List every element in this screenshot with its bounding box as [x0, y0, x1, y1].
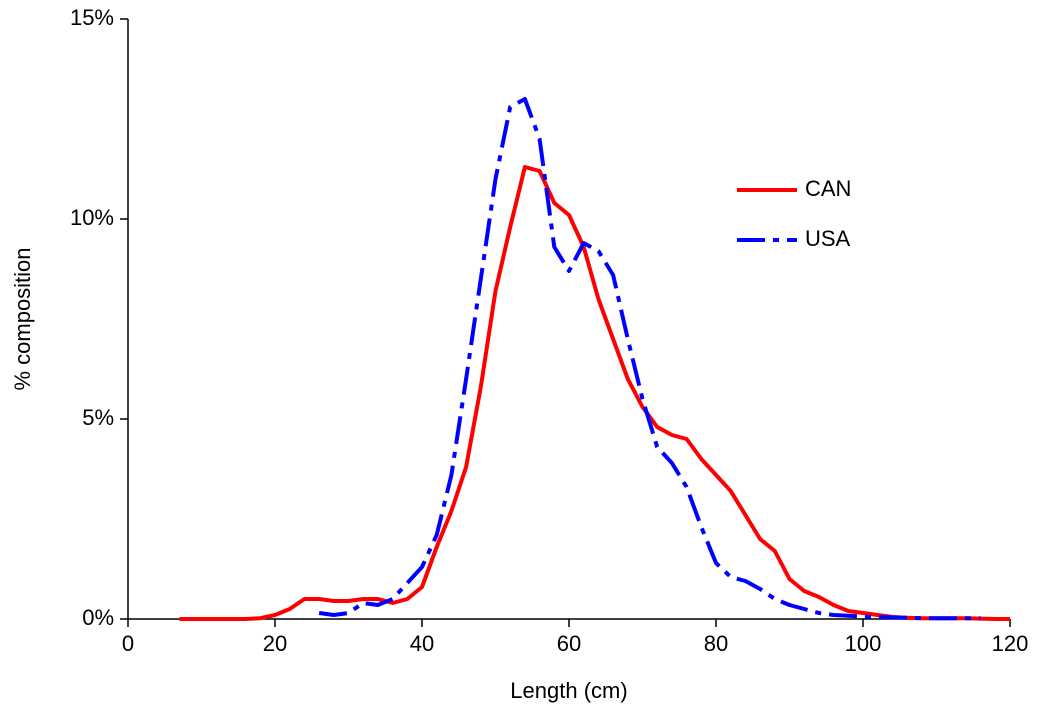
y-tick-label: 10% [70, 205, 114, 230]
x-tick-label: 80 [704, 631, 728, 656]
y-tick-label: 5% [82, 405, 114, 430]
x-axis-label: Length (cm) [510, 678, 627, 703]
series-line [179, 165, 1010, 621]
legend-label: USA [805, 226, 851, 251]
y-tick-label: 15% [70, 5, 114, 30]
y-tick-label: 0% [82, 605, 114, 630]
x-tick-label: 120 [992, 631, 1029, 656]
x-tick-label: 0 [122, 631, 134, 656]
x-tick-label: 60 [557, 631, 581, 656]
x-tick-label: 40 [410, 631, 434, 656]
x-tick-label: 20 [263, 631, 287, 656]
y-axis-label: % composition [10, 247, 35, 390]
x-tick-label: 100 [845, 631, 882, 656]
series-line [318, 97, 981, 621]
legend-label: CAN [805, 176, 851, 201]
